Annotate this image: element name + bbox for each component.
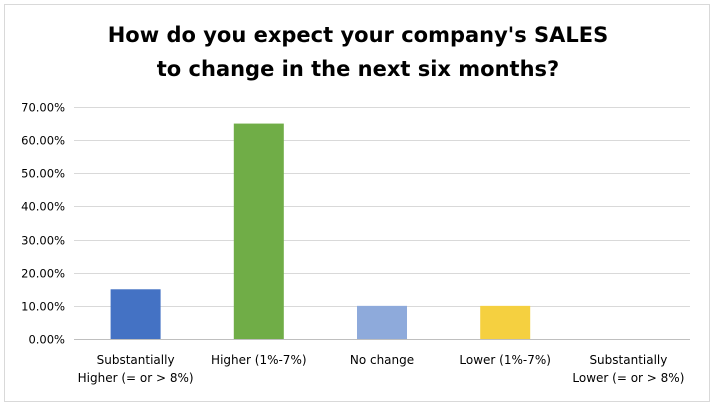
x-category-label: Substantially	[97, 353, 175, 367]
x-category-label: No change	[350, 353, 414, 367]
y-tick-label: 50.00%	[21, 167, 65, 181]
y-tick-label: 10.00%	[21, 300, 65, 314]
y-tick-label: 70.00%	[21, 101, 65, 115]
y-tick-label: 60.00%	[21, 134, 65, 148]
bar	[357, 305, 407, 339]
y-tick-label: 0.00%	[28, 333, 65, 347]
x-axis-labels: Substantially Higher (= or > 8%) Higher (1…	[78, 353, 685, 385]
chart-title: How do you expect your company's SALES t…	[0, 18, 716, 86]
bar	[480, 305, 531, 339]
chart-title-line-2: to change in the next six months?	[156, 57, 560, 81]
y-axis-ticks: 0.00% 10.00% 20.00% 30.00% 40.00% 50.00% 60.00…	[21, 101, 65, 347]
bar	[233, 123, 284, 339]
y-tick-label: 30.00%	[21, 234, 65, 248]
x-category-label: Higher (= or > 8%)	[78, 371, 194, 385]
x-category-label: Lower (1%-7%)	[459, 353, 551, 367]
x-category-label: Substantially	[589, 353, 667, 367]
bars	[110, 123, 531, 339]
gridlines	[74, 107, 690, 340]
x-category-label: Lower (= or > 8%)	[572, 371, 684, 385]
bar	[110, 289, 161, 339]
chart-title-line-1: How do you expect your company's SALES	[107, 23, 609, 47]
x-category-label: Higher (1%-7%)	[211, 353, 306, 367]
y-tick-label: 40.00%	[21, 200, 65, 214]
y-tick-label: 20.00%	[21, 267, 65, 281]
